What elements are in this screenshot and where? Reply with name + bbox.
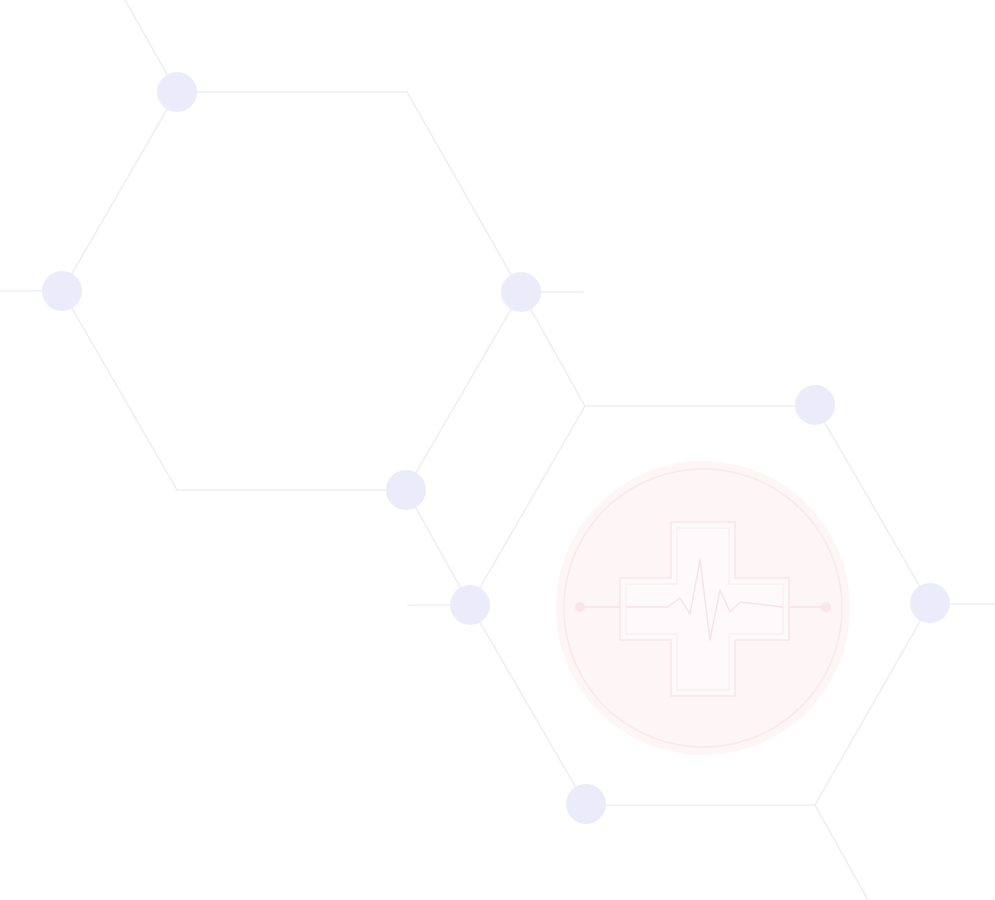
network-edge: [406, 91, 522, 293]
network-node: [795, 385, 835, 425]
network-edge: [520, 291, 586, 407]
network-node: [42, 271, 82, 311]
network-edge: [61, 91, 178, 292]
network-edge: [405, 291, 522, 491]
network-node: [501, 272, 541, 312]
medical-cross-heartbeat-icon: [556, 461, 850, 755]
network-edge: [814, 603, 931, 806]
network-nodes: [42, 72, 950, 824]
network-node: [386, 470, 426, 510]
network-edge: [469, 604, 587, 806]
network-node: [910, 583, 950, 623]
network-edge: [814, 804, 869, 900]
network-node: [566, 784, 606, 824]
network-edge: [814, 405, 931, 605]
network-node: [157, 72, 197, 112]
network-edge: [61, 290, 178, 491]
network-edge: [405, 489, 471, 606]
network-node: [450, 585, 490, 625]
network-edge: [469, 405, 586, 606]
